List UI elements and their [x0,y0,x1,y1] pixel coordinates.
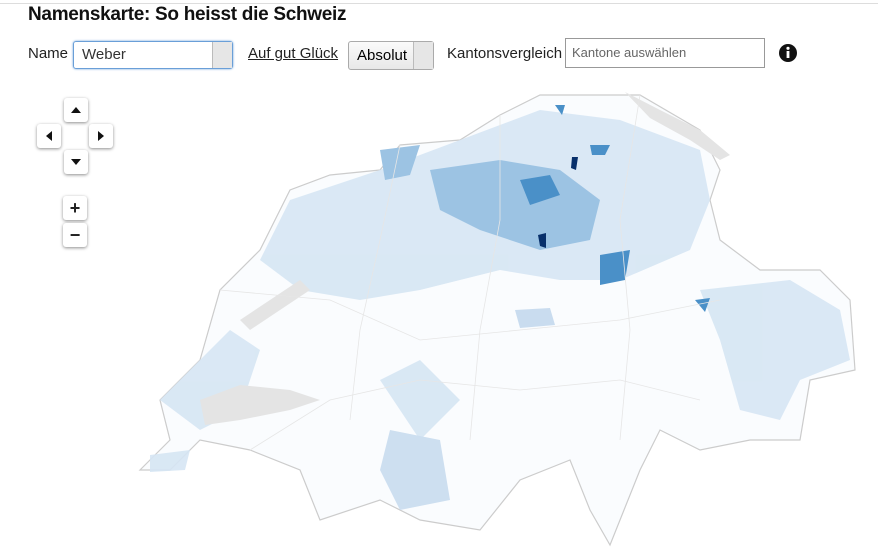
page-title: Namenskarte: So heisst die Schweiz [28,4,347,25]
divider [0,3,878,4]
zoom-in[interactable]: + [63,196,87,220]
pan-right[interactable] [89,124,113,148]
dropdown-button[interactable] [413,42,433,69]
name-value: Weber [82,46,126,63]
compare-placeholder: Kantone auswählen [572,45,687,60]
name-label: Name [28,45,69,62]
dropdown-button[interactable] [212,42,232,68]
compare-input[interactable]: Kantone auswählen [565,38,765,68]
mode-value: Absolut [357,47,408,64]
mode-select[interactable]: Absolut [348,41,434,70]
zoom-out[interactable]: − [63,223,87,247]
pan-up[interactable] [64,98,88,122]
pan-left[interactable] [37,124,61,148]
pan-down[interactable] [64,150,88,174]
compare-label: Kantonsvergleich [447,45,563,62]
info-icon[interactable] [778,43,798,63]
name-combobox[interactable]: Weber [73,41,233,69]
random-link[interactable]: Auf gut Glück [248,45,339,62]
